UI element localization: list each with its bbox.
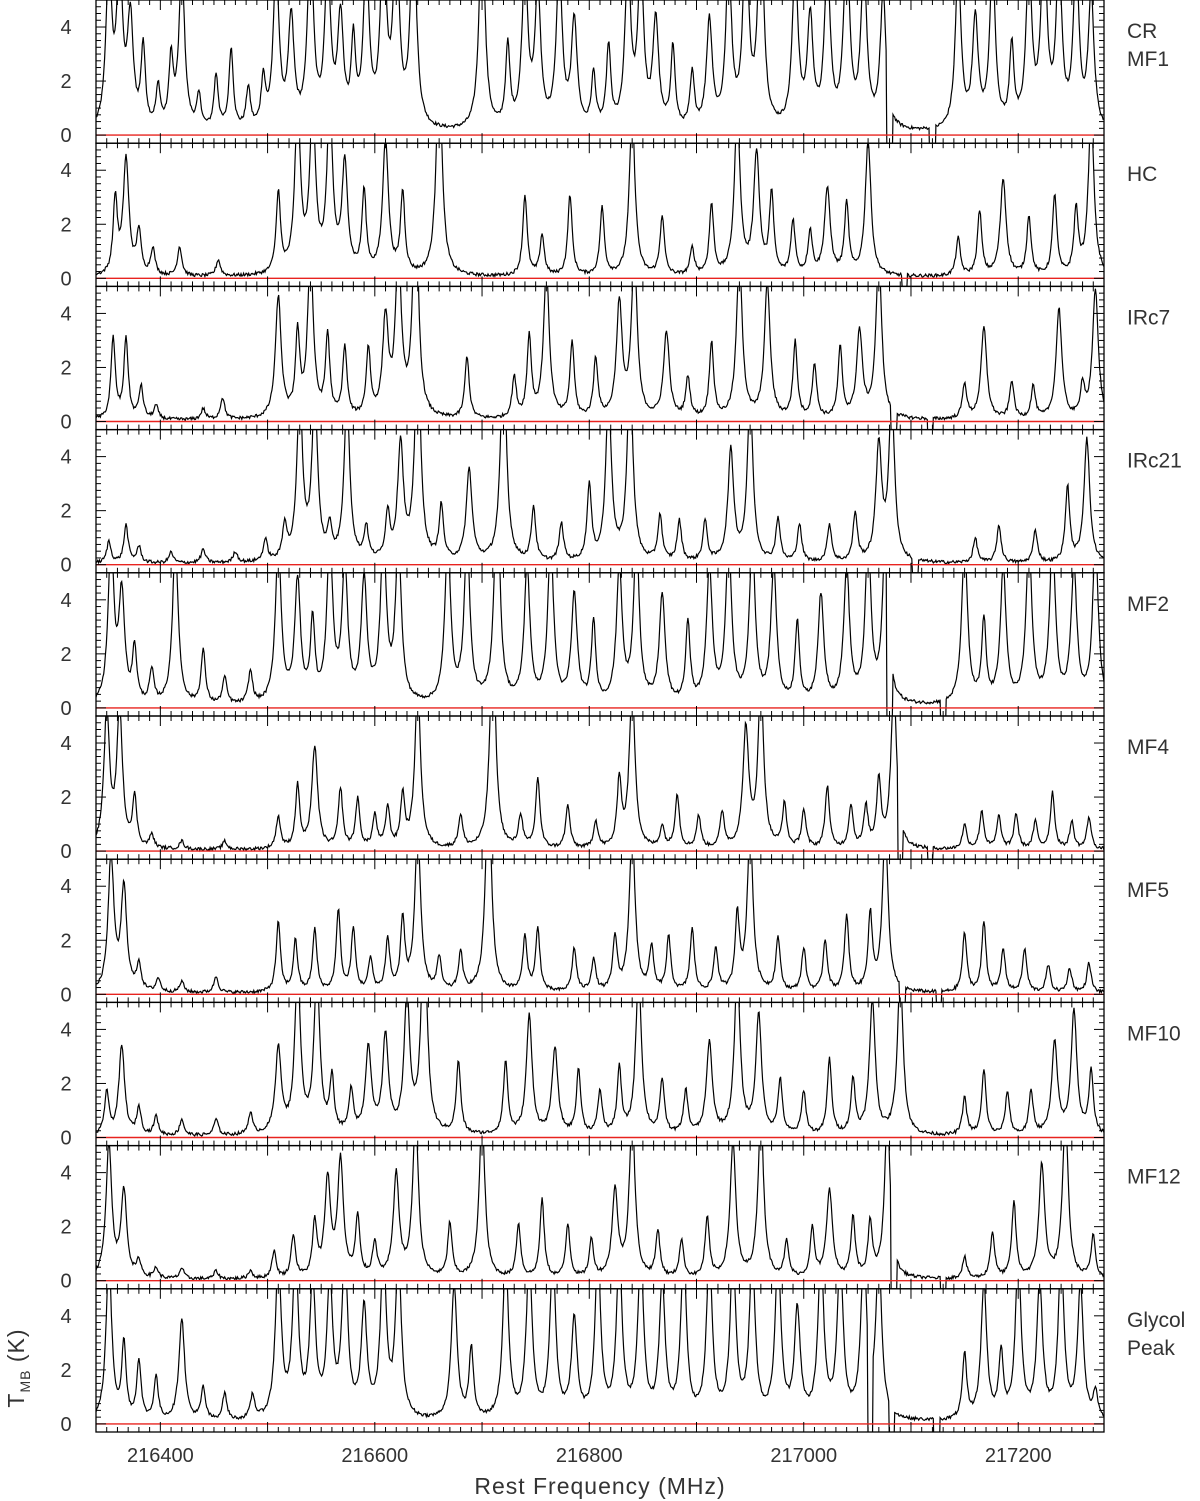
x-tick-label: 217200 — [985, 1445, 1052, 1467]
y-tick-label: 4 — [60, 1306, 71, 1328]
spectrum-line — [96, 429, 1104, 573]
y-tick-label: 0 — [60, 698, 71, 720]
y-tick-label: 0 — [60, 984, 71, 1006]
spectrum-line — [96, 143, 1104, 287]
x-tick-label: 216600 — [341, 1445, 408, 1467]
panel-frame — [95, 858, 1105, 1004]
spectrum-line — [96, 1002, 1104, 1138]
y-tick-label: 0 — [60, 1414, 71, 1436]
y-axis-title-subscript: MB — [17, 1370, 33, 1393]
y-tick-label: 4 — [60, 1163, 71, 1185]
y-tick-label: 2 — [60, 787, 71, 809]
panel-label: MF1 — [1127, 48, 1169, 71]
panel-label: IRc21 — [1127, 450, 1182, 473]
y-tick-label: 0 — [60, 1127, 71, 1149]
panel-label: MF5 — [1127, 879, 1169, 902]
spectrum-line — [96, 286, 1104, 430]
spectrum-line — [96, 1145, 1104, 1289]
x-axis: 216400 216600 216800 217000 217200 — [127, 1445, 1052, 1467]
panel: 0 2 4 MF2 — [60, 572, 1169, 720]
panel-label: MF2 — [1127, 593, 1169, 616]
spectrum-line — [96, 859, 1104, 1003]
spectrum-line — [96, 1288, 1104, 1433]
y-tick-label: 0 — [60, 125, 71, 147]
spectrum-line — [96, 0, 1104, 144]
panel-label: Peak — [1127, 1337, 1175, 1360]
y-tick-label: 2 — [60, 930, 71, 952]
panel-label: MF4 — [1127, 736, 1169, 759]
panel: 0 2 4 HC — [60, 142, 1157, 290]
y-tick-label: 2 — [60, 1360, 71, 1382]
panel-label: CR — [1127, 20, 1157, 43]
y-axis-title-unit: (K) — [3, 1328, 29, 1369]
x-tick-label: 216800 — [556, 1445, 623, 1467]
spectrum-line — [96, 572, 1104, 716]
panel-label: HC — [1127, 163, 1157, 186]
panel: 0 2 4 Glycol Peak — [60, 1288, 1185, 1436]
panel-frame — [95, 142, 1105, 288]
panel-frame — [95, 0, 1105, 144]
panel: 0 2 4 CR MF1 — [60, 0, 1169, 147]
y-tick-label: 2 — [60, 214, 71, 236]
spectrum-line — [96, 716, 1104, 860]
x-tick-label: 216400 — [127, 1445, 194, 1467]
x-tick-label: 217000 — [770, 1445, 837, 1467]
panel-frame — [95, 572, 1105, 717]
y-axis-title-main: T — [3, 1393, 29, 1408]
panel-frame — [95, 428, 1105, 574]
y-tick-label: 2 — [60, 357, 71, 379]
panel-frame — [95, 285, 1105, 431]
y-tick-label: 0 — [60, 555, 71, 577]
y-tick-label: 2 — [60, 71, 71, 93]
y-tick-label: 4 — [60, 303, 71, 325]
panel-label: IRc7 — [1127, 306, 1170, 329]
y-tick-label: 4 — [60, 17, 71, 39]
y-tick-label: 0 — [60, 1271, 71, 1293]
panel-label: Glycol — [1127, 1309, 1185, 1332]
panel: 0 2 4 MF5 — [60, 858, 1169, 1006]
panel: 0 2 4 MF12 — [60, 1144, 1181, 1293]
panel-label: MF10 — [1127, 1022, 1181, 1045]
y-tick-label: 2 — [60, 1217, 71, 1239]
y-tick-label: 4 — [60, 876, 71, 898]
y-axis-title: TMB (K) — [3, 1328, 33, 1407]
panel: 0 2 4 IRc21 — [60, 428, 1182, 577]
y-tick-label: 2 — [60, 501, 71, 523]
x-axis-title: Rest Frequency (MHz) — [474, 1473, 725, 1499]
panel: 0 2 4 IRc7 — [60, 285, 1170, 433]
panel-label: MF12 — [1127, 1166, 1181, 1189]
y-tick-label: 4 — [60, 733, 71, 755]
y-tick-label: 0 — [60, 268, 71, 290]
y-tick-label: 4 — [60, 447, 71, 469]
y-tick-label: 0 — [60, 411, 71, 433]
y-tick-label: 2 — [60, 1073, 71, 1095]
y-tick-label: 4 — [60, 1019, 71, 1041]
y-tick-label: 4 — [60, 160, 71, 182]
panel: 0 2 4 MF4 — [60, 715, 1169, 863]
y-tick-label: 4 — [60, 590, 71, 612]
y-tick-label: 2 — [60, 644, 71, 666]
panel: 0 2 4 MF10 — [60, 1001, 1181, 1149]
y-tick-label: 0 — [60, 841, 71, 863]
